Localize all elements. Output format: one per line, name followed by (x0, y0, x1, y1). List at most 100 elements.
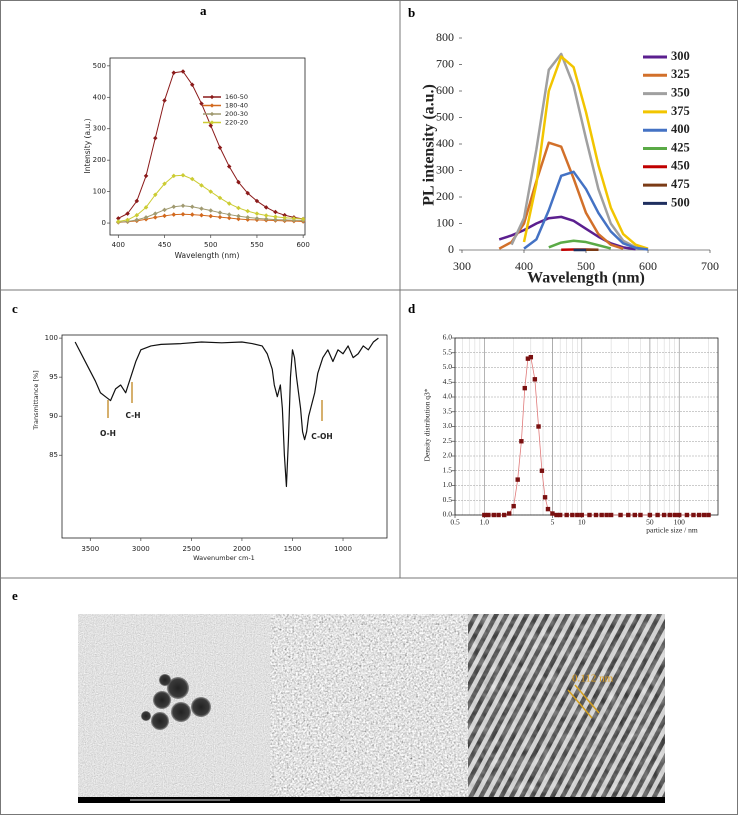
x-tick-label: 2500 (182, 545, 200, 553)
marker (171, 212, 177, 217)
x-tick-label: 0.5 (450, 518, 460, 527)
marker (564, 512, 569, 518)
marker (655, 512, 660, 518)
y-axis-label: PL intensity (a.u.) (421, 84, 438, 206)
marker (162, 207, 167, 213)
legend-marker (209, 120, 215, 125)
series-line (523, 170, 649, 251)
y-tick-label: 800 (436, 30, 454, 44)
marker (604, 512, 609, 518)
marker (180, 203, 186, 209)
panel-label: c (12, 301, 18, 316)
marker (153, 211, 158, 216)
marker (579, 512, 584, 518)
y-tick-label: 100 (436, 215, 454, 229)
marker (511, 503, 516, 509)
y-tick-label: 6.0 (443, 333, 453, 342)
marker (667, 512, 672, 518)
marker (171, 204, 177, 209)
marker (608, 512, 614, 518)
marker (528, 354, 534, 360)
plot-frame (109, 57, 306, 236)
legend-label: 375 (671, 104, 690, 118)
marker (226, 201, 232, 206)
x-tick-label: 1500 (284, 545, 302, 553)
marker (507, 511, 512, 516)
legend-label: 200-30 (225, 110, 248, 118)
y-tick-label: 300 (436, 162, 454, 176)
y-tick-label: 4.5 (443, 377, 453, 386)
marker (208, 208, 213, 213)
y-tick-label: 100 (93, 188, 106, 196)
legend-label: 500 (671, 195, 690, 209)
annotation: C-OH (311, 432, 332, 441)
y-axis-label: Transmittance [%] (32, 370, 40, 430)
marker (491, 512, 496, 518)
marker (691, 512, 696, 518)
series-line (118, 71, 304, 220)
marker (522, 385, 527, 391)
marker (171, 70, 177, 76)
marker (542, 495, 548, 500)
marker (236, 213, 241, 219)
x-tick-label: 500 (204, 241, 217, 249)
marker (570, 512, 575, 518)
y-tick-label: 2.5 (443, 436, 453, 445)
x-tick-label: 600 (639, 259, 657, 273)
series-line (74, 337, 379, 488)
marker (236, 205, 241, 211)
marker (696, 512, 702, 518)
marker (482, 512, 487, 518)
y-tick-label: 85 (49, 451, 58, 459)
marker (545, 506, 551, 512)
legend-label: 475 (671, 177, 690, 191)
marker (199, 206, 204, 211)
x-tick-label: 3000 (132, 545, 150, 553)
legend-label: 325 (671, 67, 690, 81)
y-tick-label: 300 (93, 125, 106, 133)
x-axis-label: particle size / nm (646, 526, 698, 535)
marker (599, 512, 604, 518)
marker (539, 468, 545, 473)
marker (217, 210, 223, 215)
marker (180, 173, 186, 178)
y-tick-label: 400 (436, 136, 454, 150)
legend-label: 400 (671, 122, 690, 136)
chart: 0.5 1.0 5 10 50 1000.00.51.01.52.02.53.03.54.… (423, 333, 719, 535)
nanoparticles (141, 674, 211, 730)
chart: 300 400 500 600 700 0 100 200 300 400 500 600 700 800… (421, 30, 719, 287)
x-tick-label: 300 (453, 259, 471, 273)
y-tick-label: 1.5 (443, 465, 453, 474)
marker (647, 512, 653, 518)
y-tick-label: 3.5 (443, 406, 453, 415)
y-tick-label: 2.0 (443, 451, 453, 460)
marker (153, 135, 158, 141)
x-tick-label: 1000 (334, 545, 352, 553)
x-tick-label: 3500 (81, 545, 99, 553)
series-line (510, 52, 649, 251)
marker (162, 98, 167, 103)
marker (217, 145, 223, 150)
marker (618, 512, 623, 518)
y-tick-label: 0 (102, 219, 106, 227)
marker (496, 512, 501, 518)
series-line (522, 55, 649, 250)
marker (263, 205, 269, 210)
annotation: O-H (100, 429, 116, 438)
y-tick-label: 90 (49, 412, 58, 420)
marker (226, 212, 232, 217)
legend-label: 220-20 (225, 119, 248, 127)
legend-label: 425 (671, 140, 690, 154)
x-tick-label: 400 (515, 259, 533, 273)
legend-label: 350 (671, 85, 690, 99)
marker (282, 212, 287, 218)
panel-label: e (12, 588, 18, 603)
marker (162, 213, 167, 219)
y-tick-label: 600 (436, 83, 454, 97)
marker (536, 424, 541, 429)
marker (638, 512, 643, 518)
lattice-annotation: 0.112 nm (572, 673, 614, 685)
marker (557, 512, 563, 518)
marker (226, 164, 232, 169)
series-line (548, 239, 612, 250)
